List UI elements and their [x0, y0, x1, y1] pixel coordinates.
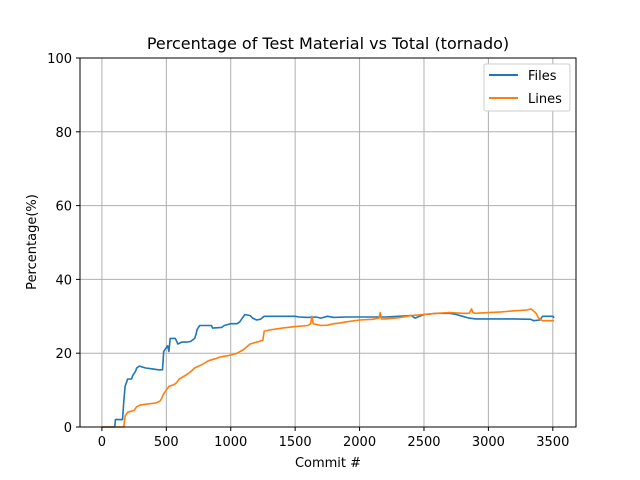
y-tick-label: 60: [55, 200, 72, 215]
y-tick-label: 0: [64, 421, 72, 436]
y-axis-label: Percentage(%): [25, 194, 40, 290]
chart-title: Percentage of Test Material vs Total (to…: [147, 34, 509, 53]
x-tick-label: 2000: [343, 435, 376, 450]
legend: Files Lines: [483, 63, 571, 112]
series-line-lines: [101, 308, 555, 428]
plot-frame: [79, 57, 577, 428]
x-tick-label: 2500: [407, 435, 440, 450]
x-tick-label: 1500: [279, 435, 312, 450]
ticks: 0 500 1000 1500 2000 2500 3000 3500 0 20 40 60 80 100: [47, 52, 569, 450]
x-tick-label: 500: [154, 435, 179, 450]
legend-files-label: Files: [528, 69, 557, 84]
legend-lines-label: Lines: [528, 92, 562, 107]
x-tick-label: 0: [98, 435, 106, 450]
x-tick-label: 3000: [472, 435, 505, 450]
x-axis-label: Commit #: [295, 456, 361, 471]
y-tick-label: 40: [55, 273, 72, 288]
x-tick-label: 1000: [214, 435, 247, 450]
y-tick-label: 100: [47, 52, 72, 67]
x-tick-label: 3500: [536, 435, 569, 450]
y-tick-label: 80: [55, 126, 72, 141]
series-layer: [101, 308, 555, 428]
y-tick-label: 20: [55, 347, 72, 362]
